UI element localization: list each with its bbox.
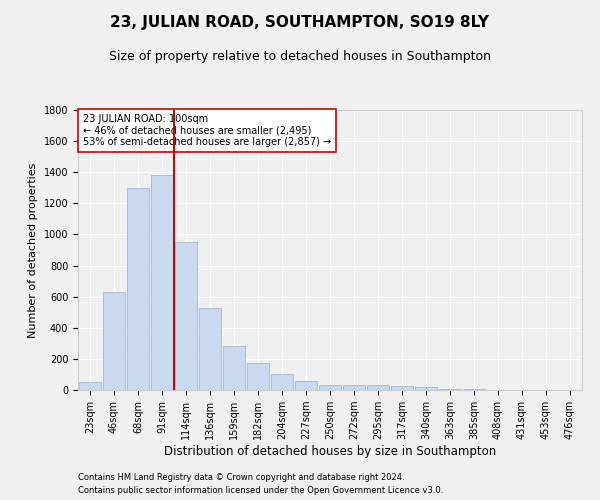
Bar xyxy=(391,386,413,390)
Bar xyxy=(319,384,341,390)
Text: 23, JULIAN ROAD, SOUTHAMPTON, SO19 8LY: 23, JULIAN ROAD, SOUTHAMPTON, SO19 8LY xyxy=(110,15,490,30)
Bar xyxy=(271,374,293,390)
Text: Size of property relative to detached houses in Southampton: Size of property relative to detached ho… xyxy=(109,50,491,63)
Bar xyxy=(79,382,101,390)
Bar xyxy=(199,308,221,390)
Bar xyxy=(175,242,197,390)
Text: Contains HM Land Registry data © Crown copyright and database right 2024.: Contains HM Land Registry data © Crown c… xyxy=(78,474,404,482)
Bar xyxy=(439,389,461,390)
Bar xyxy=(367,386,389,390)
Text: 23 JULIAN ROAD: 100sqm
← 46% of detached houses are smaller (2,495)
53% of semi-: 23 JULIAN ROAD: 100sqm ← 46% of detached… xyxy=(83,114,331,148)
Bar xyxy=(127,188,149,390)
Y-axis label: Number of detached properties: Number of detached properties xyxy=(28,162,38,338)
Bar xyxy=(463,389,485,390)
Bar xyxy=(103,292,125,390)
Bar xyxy=(223,346,245,390)
Bar xyxy=(295,380,317,390)
X-axis label: Distribution of detached houses by size in Southampton: Distribution of detached houses by size … xyxy=(164,445,496,458)
Bar xyxy=(343,386,365,390)
Bar xyxy=(415,387,437,390)
Bar xyxy=(247,363,269,390)
Text: Contains public sector information licensed under the Open Government Licence v3: Contains public sector information licen… xyxy=(78,486,443,495)
Bar xyxy=(151,176,173,390)
